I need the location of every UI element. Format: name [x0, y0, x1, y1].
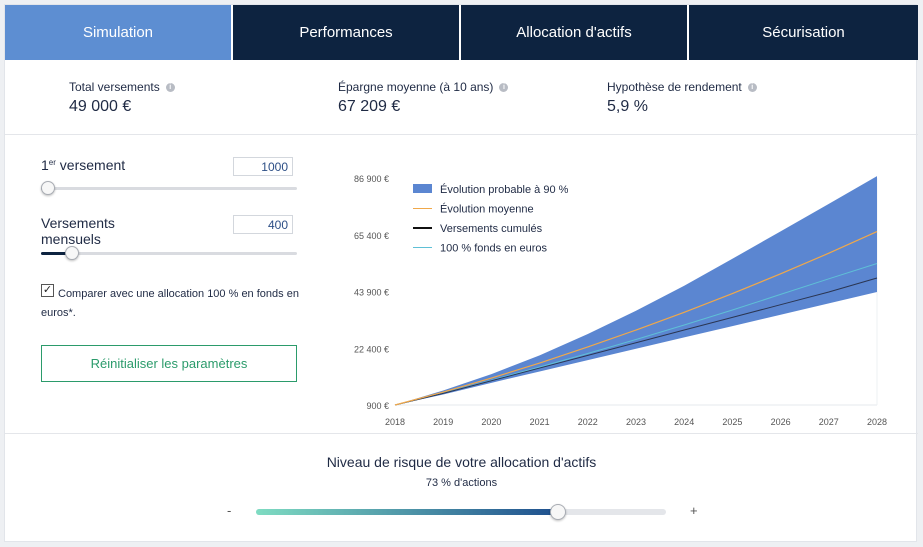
x-tick-label: 2023 [626, 417, 646, 427]
monthly-payments-input[interactable] [233, 215, 293, 234]
info-icon[interactable]: i [499, 82, 509, 92]
stat-total-value: 49 000 € [69, 98, 132, 115]
x-tick-label: 2022 [578, 417, 598, 427]
legend-euro-label: 100 % fonds en euros [440, 243, 548, 255]
risk-level-slider-fill [256, 509, 559, 515]
stat-yield-hypothesis: Hypothèse de rendement i 5,9 % [607, 80, 757, 116]
stat-average-label: Épargne moyenne (à 10 ans) [338, 80, 494, 94]
risk-level-slider[interactable] [256, 504, 666, 520]
x-tick-label: 2021 [530, 417, 550, 427]
info-icon[interactable]: i [747, 82, 757, 92]
monthly-payments-label: Versements mensuels [41, 215, 115, 247]
x-tick-label: 2028 [867, 417, 887, 427]
tab-simulation[interactable]: Simulation [5, 5, 231, 60]
stat-yield-label: Hypothèse de rendement [607, 80, 742, 94]
x-tick-label: 2018 [385, 417, 405, 427]
summary-stats: Total versements i 49 000 € Épargne moyen… [5, 60, 918, 135]
monthly-payments-slider-fill [41, 252, 73, 255]
y-tick-label: 22 400 € [354, 344, 389, 354]
risk-plus-label: + [690, 503, 698, 518]
probable-range-band [395, 176, 877, 405]
x-tick-label: 2020 [481, 417, 501, 427]
first-payment-label-text: versement [55, 157, 126, 173]
first-payment-label-sup: er [48, 158, 56, 167]
tab-performances[interactable]: Performances [231, 5, 459, 60]
y-tick-label: 86 900 € [354, 174, 389, 184]
y-tick-label: 65 400 € [354, 231, 389, 241]
tab-securisation[interactable]: Sécurisation [687, 5, 918, 60]
legend-mean-label: Évolution moyenne [440, 203, 534, 216]
first-payment-input[interactable] [233, 157, 293, 176]
savings-projection-chart: 900 € 22 400 € 43 900 € 65 400 € 86 900 € 201… [354, 174, 887, 427]
tab-bar: Simulation Performances Allocation d'act… [5, 5, 918, 60]
risk-level-subtitle: 73 % d'actions [425, 477, 498, 489]
stat-average-savings: Épargne moyenne (à 10 ans) i 67 209 € [338, 80, 509, 116]
legend-band-label: Évolution probable à 90 % [440, 183, 569, 196]
stat-total-label: Total versements [69, 80, 160, 94]
simulation-panel: Simulation Performances Allocation d'act… [4, 4, 918, 543]
first-payment-label-number: 1 [41, 157, 49, 173]
x-tick-label: 2019 [433, 417, 453, 427]
compare-euro-funds-label: Comparer avec une allocation 100 % en fo… [41, 288, 299, 319]
stat-total-payments: Total versements i 49 000 € [69, 80, 175, 116]
risk-minus-label: - [227, 503, 232, 518]
risk-level-section: Niveau de risque de votre allocation d'a… [5, 433, 918, 543]
y-tick-label: 900 € [366, 401, 389, 411]
average-evolution-line [394, 231, 878, 406]
legend-band-swatch [413, 184, 432, 193]
cumulative-payments-line [394, 277, 878, 406]
first-payment-slider[interactable] [41, 181, 297, 195]
x-tick-label: 2026 [771, 417, 791, 427]
x-tick-label: 2027 [819, 417, 839, 427]
x-tick-label: 2024 [674, 417, 694, 427]
risk-level-slider-thumb[interactable] [550, 504, 567, 520]
monthly-payments-slider-thumb[interactable] [65, 246, 80, 260]
compare-euro-funds-checkbox[interactable]: ✓ [41, 284, 54, 297]
risk-level-title: Niveau de risque de votre allocation d'a… [326, 454, 597, 470]
legend-cumulative-label: Versements cumulés [440, 223, 543, 235]
monthly-payments-slider[interactable] [41, 246, 297, 260]
info-icon[interactable]: i [165, 82, 175, 92]
reset-parameters-button[interactable]: Réinitialiser les paramètres [41, 345, 297, 382]
stat-yield-value: 5,9 % [607, 98, 648, 115]
tab-allocation[interactable]: Allocation d'actifs [459, 5, 687, 60]
first-payment-slider-thumb[interactable] [41, 181, 55, 195]
first-payment-label: 1er versement [41, 157, 125, 173]
x-tick-label: 2025 [722, 417, 742, 427]
y-tick-label: 43 900 € [354, 288, 389, 298]
stat-average-value: 67 209 € [338, 98, 401, 115]
